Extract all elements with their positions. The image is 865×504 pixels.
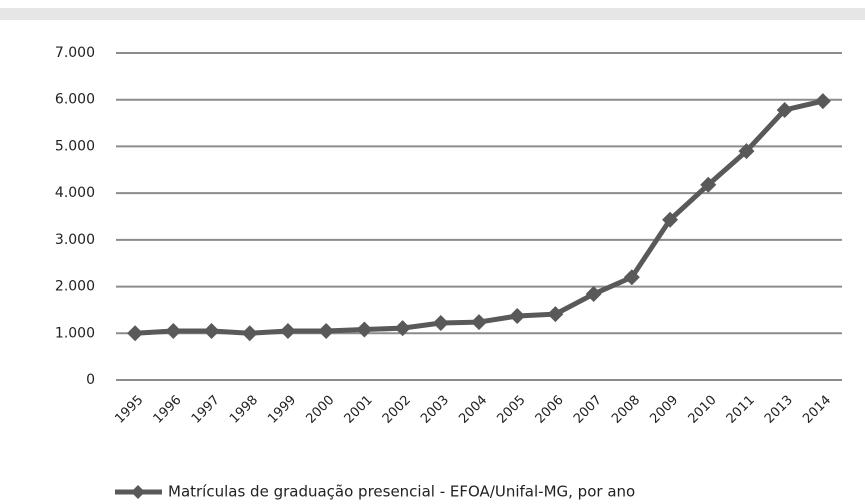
marker (585, 286, 602, 303)
marker (394, 320, 411, 337)
y-tick-label: 2.000 (55, 279, 95, 295)
x-tick-label: 2004 (456, 393, 490, 427)
y-tick-label: 4.000 (55, 185, 95, 201)
x-tick-label: 1999 (265, 393, 299, 427)
x-tick-label: 2006 (533, 393, 567, 427)
x-tick-label: 2002 (380, 393, 414, 427)
marker (547, 306, 564, 323)
marker (776, 101, 793, 118)
x-tick-label: 2000 (303, 393, 337, 427)
y-tick-label: 1.000 (55, 325, 95, 341)
marker (471, 314, 487, 331)
marker (165, 322, 182, 339)
marker (509, 308, 526, 325)
x-tick-label: 2007 (571, 393, 605, 427)
y-tick-label: 0 (86, 372, 95, 388)
legend-marker (131, 485, 145, 499)
marker (241, 325, 258, 342)
x-tick-label: 1995 (112, 393, 146, 427)
marker (432, 315, 449, 332)
x-tick-label: 2010 (686, 393, 720, 427)
marker (738, 143, 755, 160)
y-tick-label: 7.000 (55, 45, 95, 61)
marker (127, 325, 144, 342)
marker (203, 322, 220, 339)
x-tick-label: 2014 (800, 393, 834, 427)
x-tick-label: 2008 (609, 393, 643, 427)
marker (279, 322, 296, 339)
marker (662, 211, 679, 228)
y-tick-label: 5.000 (55, 138, 95, 154)
x-tick-label: 2005 (495, 393, 529, 427)
marker (700, 176, 717, 193)
x-tick-label: 1997 (189, 393, 223, 427)
marker (356, 321, 373, 338)
marker (814, 93, 831, 110)
x-tick-label: 2003 (418, 393, 452, 427)
top-band (0, 8, 865, 20)
y-tick-label: 3.000 (55, 232, 95, 248)
x-tick-label: 1996 (151, 393, 185, 427)
x-tick-label: 2009 (647, 393, 681, 427)
x-tick-label: 1998 (227, 393, 261, 427)
marker (318, 322, 335, 339)
x-tick-label: 2001 (342, 393, 376, 427)
y-tick-label: 6.000 (55, 92, 95, 108)
x-tick-label: 2011 (724, 393, 758, 427)
x-tick-label: 2013 (762, 393, 796, 427)
marker (623, 269, 640, 286)
line (134, 98, 824, 336)
legend-label: Matrículas de graduação presencial - EFO… (168, 483, 635, 501)
